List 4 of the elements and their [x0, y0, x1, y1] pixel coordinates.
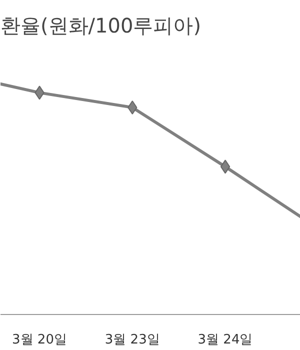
chart-title: 환율(원화/100루피아) [0, 14, 202, 38]
x-tick-label: 3월 24일 [198, 332, 253, 348]
x-tick-label: 3월 23일 [104, 332, 160, 348]
x-tick-label: 3월 20일 [12, 332, 67, 348]
